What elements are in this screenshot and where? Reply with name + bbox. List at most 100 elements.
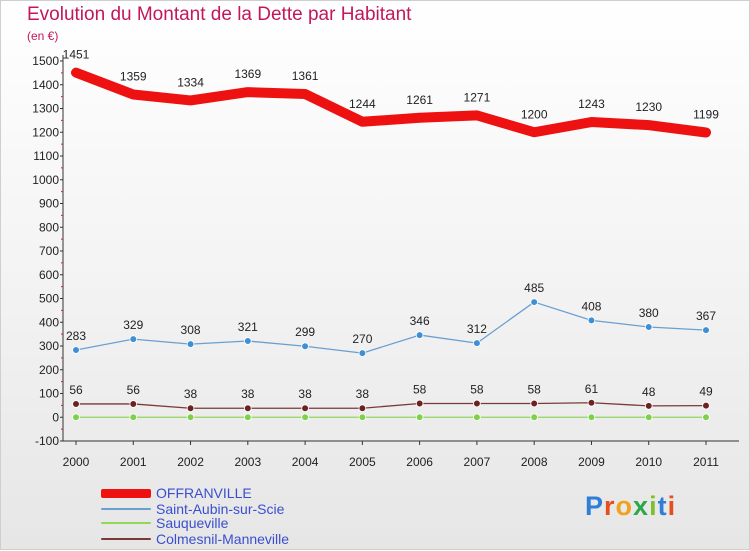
y-tick-label: 500 [39,292,59,306]
y-tick-label: 100 [39,387,59,401]
data-point [186,413,195,422]
y-tick-label: 1500 [32,54,59,68]
data-point [587,398,596,407]
data-label: 58 [413,382,427,396]
data-point [530,298,538,306]
x-tick-label: 2000 [63,455,90,469]
data-point [72,400,80,408]
data-point [415,331,424,339]
legend-swatch [101,522,151,524]
x-tick-label: 2003 [234,455,261,469]
data-label: 1230 [635,100,662,114]
data-point [587,316,596,325]
data-point [644,323,653,331]
data-label: 38 [184,387,198,401]
data-point [129,335,138,343]
y-tick-label: 700 [39,244,59,258]
data-point [129,413,138,422]
data-point [301,413,309,422]
proxiti-logo: Proxiti [585,491,676,522]
data-label: 283 [66,329,86,343]
legend-swatch [101,488,151,498]
logo-letter: i [667,491,677,521]
legend-item-offranville: OFFRANVILLE [101,485,252,501]
data-label: 270 [352,332,372,346]
data-point [530,413,538,422]
data-point [72,346,80,354]
x-tick-label: 2009 [578,455,605,469]
data-label: 312 [467,322,487,336]
y-tick-label: 1400 [32,78,59,92]
logo-letter: o [615,491,634,521]
data-point [530,399,538,408]
y-tick-label: 400 [39,315,59,329]
data-label: 1271 [464,90,491,104]
y-tick-label: 1300 [32,102,59,116]
data-point [702,401,710,410]
data-point [644,402,653,410]
data-point [358,404,367,413]
data-label: 308 [181,323,201,337]
y-tick-label: 1100 [33,149,59,163]
y-tick-label: -100 [35,434,59,448]
data-label: 38 [241,387,255,401]
x-tick-label: 2001 [120,455,147,469]
data-point [301,342,309,351]
data-point [415,399,424,408]
data-label: 346 [410,314,430,328]
x-tick-label: 2008 [521,455,548,469]
data-point [244,413,252,422]
legend-label: Colmesnil-Manneville [156,531,290,547]
logo-letter: P [585,491,605,521]
data-label: 58 [528,382,542,396]
data-label: 1361 [292,69,319,83]
logo-letter: t [657,491,668,521]
data-label: 408 [581,299,601,313]
data-point [473,399,481,408]
data-label: 48 [642,385,656,399]
x-tick-label: 2005 [349,455,376,469]
data-label: 1334 [177,75,204,89]
logo-letter: i [649,491,658,521]
data-point [301,404,309,413]
data-label: 1199 [693,107,719,121]
data-label: 1200 [521,107,548,121]
data-label: 1243 [578,97,605,111]
data-label: 1369 [234,67,261,81]
data-point [186,404,195,413]
x-tick-label: 2004 [292,455,319,469]
data-label: 1359 [120,69,147,83]
y-tick-label: 1200 [32,125,59,139]
data-point [358,349,367,357]
y-tick-label: 800 [39,220,59,234]
data-point [186,340,195,348]
data-label: 49 [699,385,713,399]
data-label: 329 [123,318,143,332]
data-point [473,413,481,422]
logo-letter: x [633,491,650,521]
data-label: 61 [585,382,599,396]
data-label: 1451 [63,48,90,62]
data-point [702,413,710,422]
data-label: 1261 [406,93,433,107]
x-tick-label: 2010 [635,455,662,469]
data-label: 485 [524,281,544,295]
y-unit-label: (en €) [27,29,59,43]
y-tick-label: 300 [39,339,59,353]
data-point [72,413,80,422]
data-point [473,339,481,347]
data-label: 38 [298,387,312,401]
data-point [358,413,367,422]
data-label: 380 [639,306,659,320]
data-label: 299 [295,325,315,339]
legend-label: Sauqueville [156,515,229,531]
y-tick-label: 200 [39,363,59,377]
y-tick-label: 900 [39,197,59,211]
data-label: 58 [470,382,484,396]
logo-letter: r [604,491,616,521]
data-label: 56 [127,383,141,397]
data-point [702,326,710,334]
x-tick-label: 2002 [177,455,204,469]
